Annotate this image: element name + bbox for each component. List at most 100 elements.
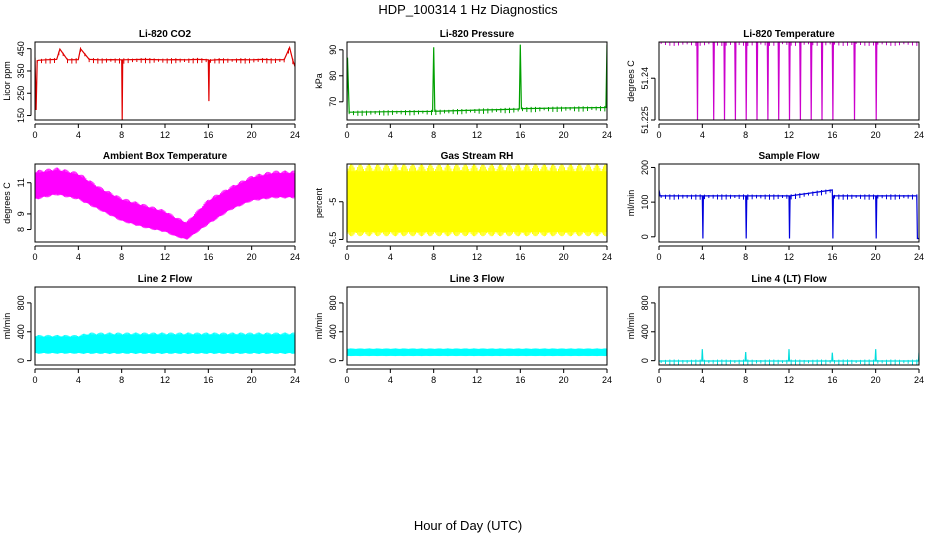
- x-tick-label: 0: [32, 252, 37, 262]
- data-layer: [35, 45, 295, 120]
- plot-frame: [34, 41, 296, 121]
- chart-panel-8: Line 3 Flow ml/min 0 4 8 12 16 20 24 0 400 800: [314, 274, 612, 385]
- y-tick-label: 51.24: [640, 67, 650, 90]
- panel-title: Li-820 CO2: [139, 29, 192, 40]
- x-tick-label: 0: [656, 375, 661, 385]
- x-tick-label: 0: [344, 252, 349, 262]
- x-tick-label: 16: [827, 252, 837, 262]
- x-tick-label: 24: [290, 252, 300, 262]
- x-tick-label: 16: [515, 252, 525, 262]
- x-tick-label: 12: [784, 130, 794, 140]
- panel-title: Line 2 Flow: [138, 274, 193, 285]
- data-layer: [659, 42, 919, 120]
- data-layer: [659, 189, 919, 240]
- x-tick-label: 24: [290, 375, 300, 385]
- y-axis-label: percent: [314, 187, 324, 218]
- plot-frame: [346, 41, 608, 121]
- y-tick-label: 0: [16, 358, 26, 363]
- y-tick-label: 450: [16, 41, 26, 56]
- y-tick-label: 350: [16, 63, 26, 78]
- series-line: [35, 45, 295, 120]
- data-layer: [35, 332, 295, 355]
- y-tick-label: 80: [328, 71, 338, 81]
- panel-title: Ambient Box Temperature: [103, 151, 228, 162]
- x-tick-label: 20: [871, 375, 881, 385]
- y-tick-label: 400: [328, 324, 338, 339]
- x-tick-label: 20: [871, 252, 881, 262]
- series-line: [659, 189, 919, 240]
- y-tick-label: 90: [328, 45, 338, 55]
- plot-frame: [658, 163, 920, 243]
- x-axis-label: Hour of Day (UTC): [413, 518, 523, 533]
- x-tick-label: 8: [743, 252, 748, 262]
- y-tick-label: 100: [640, 195, 650, 210]
- y-tick-label: 800: [640, 295, 650, 310]
- plot-frame: [658, 286, 920, 366]
- x-tick-label: 24: [290, 130, 300, 140]
- x-tick-label: 20: [247, 130, 257, 140]
- x-tick-label: 0: [344, 375, 349, 385]
- x-tick-label: 20: [871, 130, 881, 140]
- panel-title: Li-820 Pressure: [440, 29, 515, 40]
- y-tick-label: 800: [16, 295, 26, 310]
- plot-frame: [34, 286, 296, 366]
- chart-panel-5: Gas Stream RH percent 0 4 8 12 16 20 24 -6.5 -5: [314, 151, 612, 262]
- y-tick-label: 200: [640, 160, 650, 175]
- x-tick-label: 20: [559, 252, 569, 262]
- x-tick-label: 24: [602, 252, 612, 262]
- x-tick-label: 8: [431, 252, 436, 262]
- figure-title: HDP_100314 1 Hz Diagnostics: [378, 2, 558, 17]
- chart-panel-2: Li-820 Pressure kPa 0 4 8 12 16 20 24 70 80 90: [314, 29, 612, 140]
- x-tick-label: 24: [602, 375, 612, 385]
- y-tick-label: 0: [640, 358, 650, 363]
- y-tick-label: 800: [328, 295, 338, 310]
- x-tick-label: 4: [388, 130, 393, 140]
- x-tick-label: 8: [119, 252, 124, 262]
- x-tick-label: 8: [119, 375, 124, 385]
- x-tick-label: 12: [472, 375, 482, 385]
- data-layer: [347, 44, 607, 116]
- y-axis-label: degrees C: [2, 182, 12, 224]
- x-tick-label: 24: [914, 130, 924, 140]
- x-tick-label: 12: [160, 375, 170, 385]
- panel-title: Line 3 Flow: [450, 274, 505, 285]
- x-tick-label: 0: [656, 130, 661, 140]
- y-axis-label: ml/min: [626, 313, 636, 340]
- series-line: [659, 42, 919, 120]
- x-tick-label: 20: [559, 375, 569, 385]
- x-tick-label: 12: [160, 130, 170, 140]
- y-tick-label: -5: [328, 198, 338, 206]
- x-tick-label: 20: [559, 130, 569, 140]
- y-tick-label: 9: [16, 211, 26, 216]
- y-tick-label: 11: [16, 178, 26, 187]
- x-tick-label: 0: [32, 130, 37, 140]
- plot-frame: [658, 41, 920, 121]
- series-line: [659, 349, 919, 362]
- plot-frame: [34, 163, 296, 243]
- chart-panel-9: Line 4 (LT) Flow ml/min 0 4 8 12 16 20 24 0 400 800: [626, 274, 924, 385]
- chart-panel-4: Ambient Box Temperature degrees C 0 4 8 12 16 2…: [2, 151, 300, 262]
- x-tick-label: 16: [203, 375, 213, 385]
- x-tick-label: 4: [76, 130, 81, 140]
- y-tick-label: 150: [16, 108, 26, 123]
- plot-frame: [346, 163, 608, 243]
- chart-panel-7: Line 2 Flow ml/min 0 4 8 12 16 20 24 0 400 800: [2, 274, 300, 385]
- y-axis-label: ml/min: [626, 190, 636, 217]
- x-tick-label: 8: [431, 375, 436, 385]
- x-tick-label: 12: [784, 375, 794, 385]
- x-tick-label: 16: [827, 130, 837, 140]
- y-axis-label: kPa: [314, 73, 324, 89]
- data-layer: [347, 348, 607, 357]
- x-tick-label: 12: [472, 252, 482, 262]
- x-tick-label: 24: [914, 375, 924, 385]
- x-tick-label: 0: [656, 252, 661, 262]
- x-tick-label: 20: [247, 375, 257, 385]
- data-layer: [35, 167, 295, 240]
- data-layer: [659, 349, 919, 365]
- x-tick-label: 16: [203, 130, 213, 140]
- x-tick-label: 12: [472, 130, 482, 140]
- x-tick-label: 16: [515, 130, 525, 140]
- data-layer: [347, 164, 607, 237]
- x-tick-label: 4: [76, 375, 81, 385]
